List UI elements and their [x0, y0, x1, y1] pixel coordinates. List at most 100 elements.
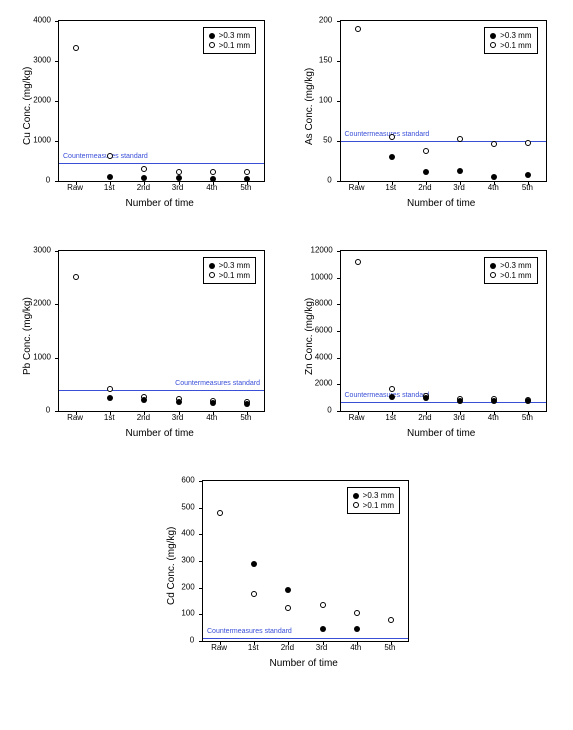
data-point-filled	[176, 175, 182, 181]
legend: >0.3 mm>0.1 mm	[203, 257, 256, 284]
data-point-open	[107, 153, 113, 159]
data-point-filled	[210, 400, 216, 406]
ytick-label: 2000	[33, 299, 51, 308]
xtick-label: 5th	[522, 413, 533, 422]
xtick-label: 4th	[488, 183, 499, 192]
xtick-label: 4th	[488, 413, 499, 422]
chart-panel-cd: Cd Conc. (mg/kg)Number of timeCountermea…	[10, 470, 563, 680]
filled-marker-icon	[490, 33, 496, 39]
legend: >0.3 mm>0.1 mm	[484, 27, 537, 54]
ylabel: Pb Conc. (mg/kg)	[22, 297, 33, 375]
chart-panel-cu: Cu Conc. (mg/kg)Number of timeCountermea…	[10, 10, 282, 220]
legend-row-filled: >0.3 mm	[490, 261, 531, 271]
data-point-filled	[423, 169, 429, 175]
ytick-label: 100	[319, 96, 332, 105]
chart-panel-pb: Pb Conc. (mg/kg) Number of time Countermea…	[10, 240, 282, 450]
data-point-filled	[491, 174, 497, 180]
ytick-label: 200	[319, 16, 332, 25]
legend-label-filled: >0.3 mm	[219, 261, 250, 271]
legend-label-open: >0.1 mm	[219, 271, 250, 281]
data-point-filled	[423, 395, 429, 401]
ylabel: As Conc. (mg/kg)	[304, 68, 315, 145]
data-point-open	[354, 610, 360, 616]
legend-label-filled: >0.3 mm	[500, 31, 531, 41]
data-point-open	[389, 386, 395, 392]
data-point-open	[491, 141, 497, 147]
legend-row-open: >0.1 mm	[353, 501, 394, 511]
legend-row-open: >0.1 mm	[490, 41, 531, 51]
chart-panel-zn: Zn Conc. (mg/kg)Number of timeCountermea…	[292, 240, 564, 450]
legend-label-open: >0.1 mm	[500, 41, 531, 51]
xtick-label: 2nd	[418, 413, 431, 422]
ytick-label: 2000	[33, 96, 51, 105]
chart-zn: Zn Conc. (mg/kg)Number of timeCountermea…	[292, 240, 557, 450]
chart-pb: Pb Conc. (mg/kg) Number of time Countermea…	[10, 240, 275, 450]
xtick-label: 5th	[240, 413, 251, 422]
data-point-filled	[525, 172, 531, 178]
ytick-label: 10000	[311, 272, 333, 281]
data-point-filled	[320, 626, 326, 632]
ytick-label: 0	[327, 406, 331, 415]
open-marker-icon	[490, 42, 496, 48]
data-point-open	[355, 26, 361, 32]
ytick-label: 500	[181, 502, 194, 511]
ytick-label: 300	[181, 556, 194, 565]
ytick-label: 100	[181, 609, 194, 618]
ytick-label: 150	[319, 56, 332, 65]
data-point-open	[388, 617, 394, 623]
xtick-label: 2nd	[137, 183, 150, 192]
xtick-label: Raw	[349, 413, 365, 422]
ytick-label: 1000	[33, 136, 51, 145]
legend: >0.3 mm>0.1 mm	[203, 27, 256, 54]
data-point-open	[210, 169, 216, 175]
data-point-open	[73, 45, 79, 51]
legend-row-filled: >0.3 mm	[209, 261, 250, 271]
open-marker-icon	[209, 272, 215, 278]
ytick-label: 4000	[33, 16, 51, 25]
countermeasures-label: Countermeasures standard	[175, 380, 260, 387]
legend-row-filled: >0.3 mm	[353, 491, 394, 501]
data-point-filled	[491, 398, 497, 404]
xtick-label: 1st	[104, 413, 115, 422]
data-point-filled	[176, 399, 182, 405]
xtick-label: Raw	[349, 183, 365, 192]
xtick-label: 1st	[104, 183, 115, 192]
legend: >0.3 mm>0.1 mm	[347, 487, 400, 514]
chart-panel-as: As Conc. (mg/kg)Number of timeCountermea…	[292, 10, 564, 220]
countermeasures-line	[59, 390, 264, 391]
filled-marker-icon	[209, 33, 215, 39]
legend-row-filled: >0.3 mm	[490, 31, 531, 41]
plot-area: Countermeasures standard>0.3 mm>0.1 mm	[340, 20, 547, 182]
countermeasures-line	[341, 402, 546, 403]
xtick-label: 5th	[384, 643, 395, 652]
ytick-label: 0	[327, 176, 331, 185]
ytick-label: 200	[181, 582, 194, 591]
data-point-filled	[141, 175, 147, 181]
countermeasures-line	[341, 141, 546, 142]
data-point-open	[525, 140, 531, 146]
xtick-label: 3rd	[453, 183, 465, 192]
filled-marker-icon	[353, 493, 359, 499]
xtick-label: 3rd	[172, 183, 184, 192]
data-point-filled	[457, 398, 463, 404]
open-marker-icon	[209, 42, 215, 48]
xtick-label: 5th	[522, 183, 533, 192]
xtick-label: 2nd	[137, 413, 150, 422]
data-point-filled	[285, 587, 291, 593]
xlabel: Number of time	[126, 428, 194, 439]
xlabel: Number of time	[126, 198, 194, 209]
data-point-open	[457, 136, 463, 142]
data-point-filled	[210, 176, 216, 182]
data-point-open	[423, 148, 429, 154]
ytick-label: 400	[181, 529, 194, 538]
ytick-label: 8000	[315, 299, 333, 308]
data-point-filled	[354, 626, 360, 632]
xtick-label: Raw	[211, 643, 227, 652]
data-point-open	[217, 510, 223, 516]
ytick-label: 1000	[33, 352, 51, 361]
legend-label-open: >0.1 mm	[219, 41, 250, 51]
legend: >0.3 mm>0.1 mm	[484, 257, 537, 284]
data-point-filled	[525, 398, 531, 404]
legend-row-open: >0.1 mm	[209, 271, 250, 281]
data-point-open	[355, 259, 361, 265]
